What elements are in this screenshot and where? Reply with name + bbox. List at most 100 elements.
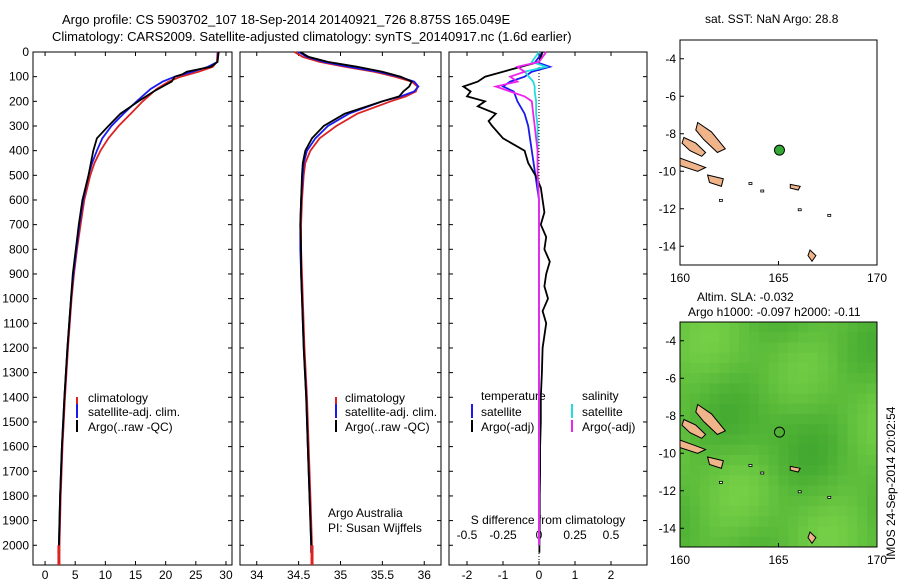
sla-cell — [808, 424, 819, 436]
sla-cell — [758, 516, 770, 528]
sla-cell — [867, 393, 877, 405]
sla-cell — [798, 455, 809, 466]
sla-cell — [827, 495, 839, 507]
sla-cell — [778, 495, 789, 507]
sla-cell — [837, 495, 848, 507]
sla-cell — [689, 536, 701, 547]
sla-cell — [739, 495, 750, 507]
sla-map-island — [706, 456, 724, 469]
sla-map-island — [695, 403, 727, 436]
sla-cell — [758, 332, 770, 343]
sla-cell — [847, 495, 858, 507]
diff-xtick-label: 1 — [572, 568, 579, 580]
depth-tick-label: 300 — [9, 119, 29, 133]
sla-cell — [827, 485, 839, 497]
sla-cell — [867, 373, 877, 384]
sla-map-xtick-label: 160 — [670, 553, 690, 567]
sla-map-ytick-label: -8 — [665, 409, 676, 423]
sla-cell — [739, 393, 750, 405]
sla-cell — [768, 414, 779, 425]
sla-cell — [719, 414, 730, 425]
sla-cell — [739, 362, 750, 374]
sla-cell — [808, 373, 819, 384]
sla-map-island — [680, 439, 707, 454]
sla-cell — [768, 506, 779, 517]
depth-tick-label: 1700 — [2, 464, 29, 478]
sla-cell — [739, 383, 750, 395]
sla-cell — [699, 465, 711, 476]
sst-map-ytick-label: -12 — [659, 202, 677, 216]
sla-cell — [798, 506, 809, 517]
sla-cell — [817, 516, 829, 528]
sal-xtick-label: 36 — [418, 568, 432, 580]
sla-cell — [867, 332, 877, 343]
depth-tick-label: 1200 — [2, 341, 29, 355]
diff-xtick-label: -1 — [498, 568, 509, 580]
sla-cell — [729, 506, 740, 517]
temp-panel: 0100200300400500600700800900100011001200… — [2, 45, 233, 580]
sla-cell — [788, 495, 799, 507]
sla-cell — [788, 383, 799, 395]
sla-cell — [798, 434, 809, 446]
sla-cell — [768, 403, 779, 415]
sal-series-1 — [298, 51, 420, 553]
sla-cell — [778, 506, 789, 517]
diff-series-3 — [492, 51, 547, 546]
sla-cell — [847, 536, 858, 547]
sla-cell — [758, 485, 770, 497]
sla-cell — [729, 362, 740, 374]
sla-cell — [857, 352, 868, 364]
sla-cell — [788, 373, 799, 384]
sla-cell — [857, 444, 868, 456]
temp-xtick-label: 5 — [72, 568, 79, 580]
sla-cell — [689, 465, 701, 476]
diff-legend: temperature salinity satellite Argo(-adj… — [471, 389, 635, 434]
sla-cell — [817, 475, 829, 487]
temp-series-group — [57, 51, 220, 553]
sla-cell — [758, 506, 770, 517]
sla-cell — [827, 352, 839, 364]
sla-cell — [817, 424, 829, 436]
sla-cell — [689, 403, 701, 415]
diff-top-tick-label: 0.25 — [563, 528, 587, 542]
sla-cell — [758, 342, 770, 354]
float-position-marker — [773, 144, 785, 156]
sst-map-xtick-label: 165 — [768, 271, 788, 285]
sla-cell — [749, 434, 760, 446]
sla-cell — [739, 485, 750, 497]
sla-cell — [739, 352, 750, 364]
sla-cell — [689, 455, 701, 466]
sla-cell — [768, 342, 779, 354]
sla-cell — [689, 373, 701, 384]
depth-tick-label: 1600 — [2, 440, 29, 454]
sla-cell — [739, 403, 750, 415]
sal-xtick-label: 34.5 — [287, 568, 311, 580]
sla-cell — [798, 332, 809, 343]
depth-tick-label: 0 — [22, 45, 29, 59]
sla-cell — [847, 516, 858, 528]
sla-cell — [847, 465, 858, 476]
sla-cell — [867, 536, 877, 547]
sla-map-reef — [748, 464, 753, 467]
diff-legend-tsat: satellite — [481, 405, 522, 419]
sla-cell — [680, 322, 691, 333]
depth-tick-label: 800 — [9, 242, 29, 256]
sla-cell — [788, 434, 799, 446]
sla-cell — [758, 362, 770, 374]
sla-cell — [749, 444, 760, 456]
sla-cell — [719, 485, 730, 497]
sst-map-reef — [827, 213, 832, 217]
sst-map-reef — [760, 189, 765, 193]
sla-cell — [768, 322, 779, 333]
sla-cell — [827, 424, 839, 436]
sla-cell — [827, 526, 839, 538]
sla-cell — [768, 424, 779, 436]
sla-cell — [788, 342, 799, 354]
sla-cell — [837, 332, 848, 343]
sst-map-island — [695, 121, 727, 154]
sla-cell — [729, 393, 740, 405]
sla-cell — [758, 475, 770, 487]
sla-cell — [847, 475, 858, 487]
sla-cell — [680, 403, 691, 415]
